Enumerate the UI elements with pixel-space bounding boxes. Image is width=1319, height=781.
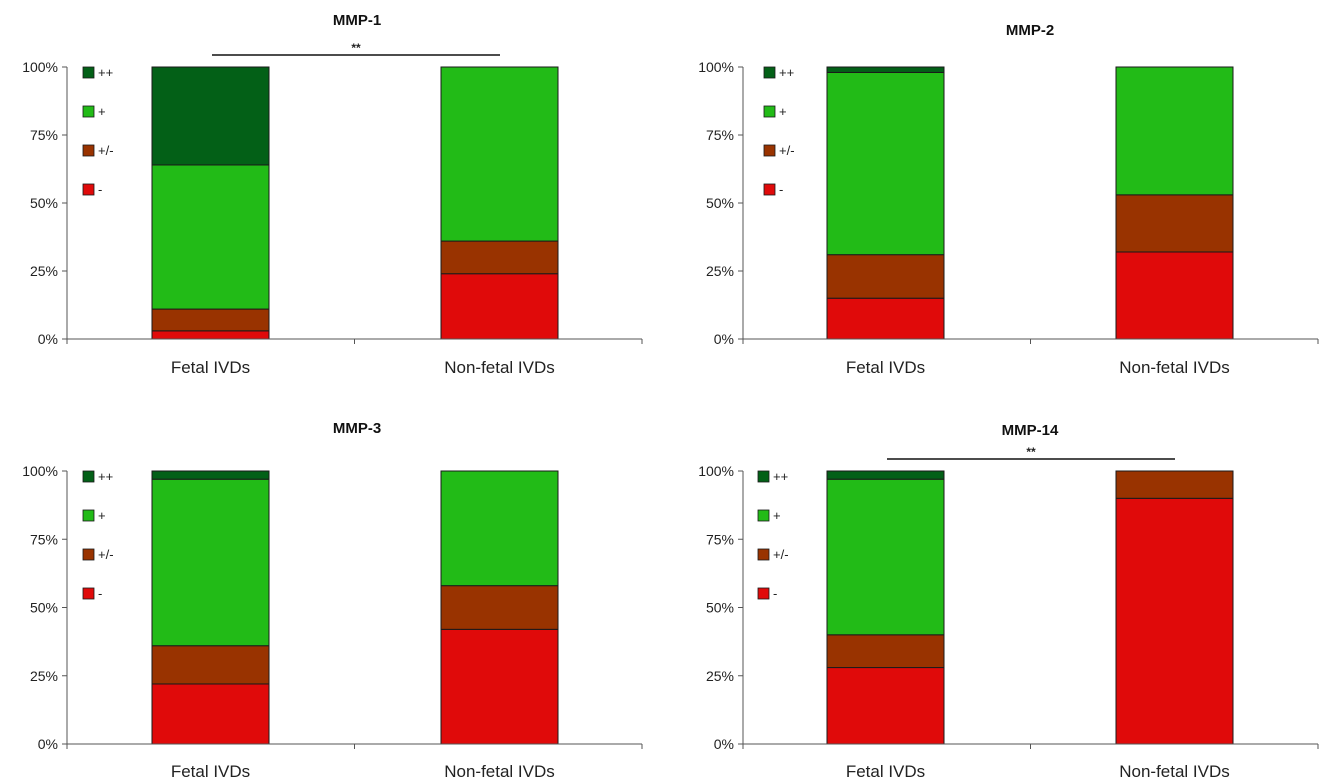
bar-segment-fetal-ivds-strong: [826, 66, 945, 73]
bar-segment-nonnegativefetal-ivds-positive: [1115, 66, 1234, 196]
legend-label-positive: +: [98, 508, 106, 523]
chart-title: MMP-3: [333, 420, 381, 437]
legend-label-positive: +: [773, 508, 781, 523]
chart-mmpnegative3: MMP-3 Fetal IVDs Non-fetal IVDs 0% 25% 50% 75%…: [22, 420, 643, 781]
x-tick-label: Non-fetal IVDs: [444, 358, 555, 377]
bar-segment-nonnegativefetal-ivds-negative: [440, 273, 559, 340]
legend-swatch-weak: [757, 548, 770, 561]
bar-segment-nonnegativefetal-ivds-weak: [1115, 194, 1234, 253]
bar-segment-nonnegativefetal-ivds-negative: [1115, 497, 1234, 745]
bar-segment-nonnegativefetal-ivds-positive: [440, 66, 559, 242]
legend-swatch-negative: [82, 587, 95, 600]
legend-label-weak: +/-: [773, 547, 789, 562]
x-tick-label: Fetal IVDs: [171, 358, 250, 377]
bar-segment-fetal-ivds-strong: [151, 66, 270, 166]
y-tick-label: 25%: [706, 263, 734, 279]
x-tick-label: Fetal IVDs: [846, 358, 925, 377]
bar-segment-fetal-ivds-positive: [826, 478, 945, 636]
chart-mmpnegative14: MMP-14 Fetal IVDs Non-fetal IVDs 0% 25% 50% 75…: [698, 422, 1319, 781]
y-tick-label: 75%: [706, 127, 734, 143]
chart-title: MMP-2: [1006, 22, 1054, 39]
legend-label-negative: -: [98, 586, 102, 601]
legend-swatch-positive: [82, 105, 95, 118]
y-tick-label: 0%: [38, 331, 58, 347]
legend-label-negative: -: [779, 182, 783, 197]
x-tick-label: Non-fetal IVDs: [1119, 358, 1230, 377]
bar-segment-fetal-ivds-negative: [151, 330, 270, 340]
y-tick-label: 50%: [30, 195, 58, 211]
legend-swatch-negative: [763, 183, 776, 196]
legend-swatch-strong: [82, 470, 95, 483]
chart-title: MMP-14: [1002, 422, 1059, 439]
bar-segment-fetal-ivds-negative: [151, 683, 270, 745]
legend-swatch-weak: [763, 144, 776, 157]
y-tick-label: 100%: [22, 463, 58, 479]
legend-swatch-strong: [757, 470, 770, 483]
legend-swatch-negative: [757, 587, 770, 600]
chart-mmpnegative1: MMP-1 Fetal IVDs Non-fetal IVDs 0% 25% 50% 75%…: [22, 12, 643, 377]
bar-segment-fetal-ivds-weak: [151, 645, 270, 685]
legend-swatch-strong: [82, 66, 95, 79]
x-tick-label: Non-fetal IVDs: [444, 762, 555, 781]
bar-segment-nonnegativefetal-ivds-weak: [1115, 470, 1234, 499]
legend-label-weak: +/-: [98, 547, 114, 562]
y-tick-label: 75%: [706, 531, 734, 547]
chart-mmpnegative2: MMP-2 Fetal IVDs Non-fetal IVDs 0% 25% 50% 75%…: [698, 22, 1319, 377]
legend-label-negative: -: [98, 182, 102, 197]
bar-segment-fetal-ivds-strong: [151, 470, 270, 480]
significance-marker: **: [1026, 445, 1036, 459]
y-tick-label: 0%: [714, 331, 734, 347]
bar-segment-nonnegativefetal-ivds-negative: [1115, 251, 1234, 340]
bar-segment-fetal-ivds-weak: [151, 308, 270, 332]
legend-label-strong: ++: [98, 65, 113, 80]
legend-swatch-weak: [82, 548, 95, 561]
significance-marker: **: [351, 41, 361, 55]
y-tick-label: 50%: [706, 600, 734, 616]
legend-label-strong: ++: [773, 469, 788, 484]
y-tick-label: 0%: [714, 736, 734, 752]
y-tick-label: 25%: [706, 668, 734, 684]
y-tick-label: 25%: [30, 263, 58, 279]
y-tick-label: 50%: [30, 600, 58, 616]
bar-segment-fetal-ivds-weak: [826, 254, 945, 299]
bar-segment-fetal-ivds-positive: [151, 478, 270, 647]
bar-segment-nonnegativefetal-ivds-positive: [440, 470, 559, 587]
x-tick-label: Fetal IVDs: [171, 762, 250, 781]
legend-label-positive: +: [779, 104, 787, 119]
legend-label-strong: ++: [98, 469, 113, 484]
y-tick-label: 50%: [706, 195, 734, 211]
legend-swatch-positive: [763, 105, 776, 118]
bar-segment-nonnegativefetal-ivds-weak: [440, 240, 559, 275]
legend-label-strong: ++: [779, 65, 794, 80]
legend-label-weak: +/-: [98, 143, 114, 158]
chart-title: MMP-1: [333, 12, 381, 29]
legend-swatch-negative: [82, 183, 95, 196]
legend-label-weak: +/-: [779, 143, 795, 158]
legend-swatch-strong: [763, 66, 776, 79]
legend-label-negative: -: [773, 586, 777, 601]
y-tick-label: 100%: [698, 59, 734, 75]
y-tick-label: 100%: [22, 59, 58, 75]
y-tick-label: 75%: [30, 127, 58, 143]
bar-segment-nonnegativefetal-ivds-negative: [440, 628, 559, 745]
legend-swatch-weak: [82, 144, 95, 157]
bar-segment-fetal-ivds-negative: [826, 297, 945, 340]
legend-swatch-positive: [82, 509, 95, 522]
y-tick-label: 0%: [38, 736, 58, 752]
x-tick-label: Fetal IVDs: [846, 762, 925, 781]
x-tick-label: Non-fetal IVDs: [1119, 762, 1230, 781]
bar-segment-fetal-ivds-positive: [151, 164, 270, 310]
bar-segment-fetal-ivds-weak: [826, 634, 945, 669]
legend-label-positive: +: [98, 104, 106, 119]
bar-segment-nonnegativefetal-ivds-weak: [440, 585, 559, 630]
y-tick-label: 75%: [30, 531, 58, 547]
y-tick-label: 25%: [30, 668, 58, 684]
y-tick-label: 100%: [698, 463, 734, 479]
bar-segment-fetal-ivds-strong: [826, 470, 945, 480]
legend-swatch-positive: [757, 509, 770, 522]
bar-segment-fetal-ivds-negative: [826, 667, 945, 745]
bar-segment-fetal-ivds-positive: [826, 71, 945, 256]
